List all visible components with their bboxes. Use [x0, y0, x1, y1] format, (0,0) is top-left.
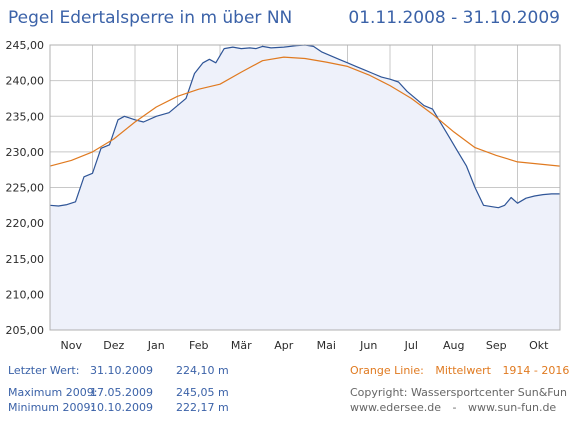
series-line-1 — [49, 56, 561, 167]
x-tick-label: Jan — [147, 339, 165, 352]
site-link-sunfun[interactable]: www.sun-fun.de — [468, 401, 557, 414]
y-tick-label: 245,00 — [6, 39, 45, 52]
site-separator: - — [452, 401, 457, 414]
last-value: 224,10 m — [176, 364, 229, 377]
x-tick-label: Jul — [404, 339, 418, 352]
y-tick-label: 235,00 — [6, 110, 45, 123]
minimum-value: 222,17 m — [176, 401, 229, 414]
y-tick-label: 240,00 — [6, 75, 45, 88]
y-tick-label: 210,00 — [6, 288, 45, 301]
x-tick-label: Apr — [274, 339, 294, 352]
y-tick-label: 220,00 — [6, 217, 45, 230]
site-link-edersee[interactable]: www.edersee.de — [350, 401, 442, 414]
date-range: 01.11.2008 - 31.10.2009 — [348, 8, 560, 28]
x-tick-label: Mai — [317, 339, 336, 352]
last-value-date: 31.10.2009 — [90, 364, 153, 377]
x-tick-label: Dez — [103, 339, 124, 352]
series-line-0 — [49, 44, 560, 209]
stats-block: Letzter Wert: 31.10.2009 224,10 m Maximu… — [8, 364, 338, 424]
x-tick-label: Feb — [189, 339, 208, 352]
x-tick-label: Sep — [486, 339, 507, 352]
legend-block: Orange Linie: Mittelwert 1914 - 2016 Cop… — [350, 364, 575, 424]
last-value-label: Letzter Wert: — [8, 364, 80, 377]
chart-title: Pegel Edertalsperre in m über NN — [8, 8, 293, 28]
legend-label: Orange Linie: — [350, 364, 424, 377]
x-tick-label: Aug — [443, 339, 464, 352]
maximum-date: 17.05.2009 — [90, 386, 153, 399]
copyright-text: Copyright: Wassersportcenter Sun&Fun — [350, 386, 567, 399]
plot-border — [49, 44, 561, 331]
x-tick-label: Mär — [231, 339, 252, 352]
y-tick-label: 225,00 — [6, 182, 45, 195]
maximum-label: Maximum 2009: — [8, 386, 98, 399]
y-tick-label: 215,00 — [6, 253, 45, 266]
legend-years: 1914 - 2016 — [502, 364, 570, 377]
series-area-0 — [50, 45, 560, 330]
x-tick-label: Jun — [359, 339, 377, 352]
y-tick-label: 230,00 — [6, 146, 45, 159]
legend-text: Mittelwert — [435, 364, 491, 377]
x-tick-label: Nov — [61, 339, 83, 352]
minimum-date: 10.10.2009 — [90, 401, 153, 414]
y-tick-label: 205,00 — [6, 324, 45, 337]
maximum-value: 245,05 m — [176, 386, 229, 399]
chart-area: 245,00 240,00 235,00 230,00 225,00 220,00 215,… — [6, 39, 561, 352]
x-tick-label: Okt — [529, 339, 549, 352]
minimum-label: Minimum 2009: — [8, 401, 95, 414]
